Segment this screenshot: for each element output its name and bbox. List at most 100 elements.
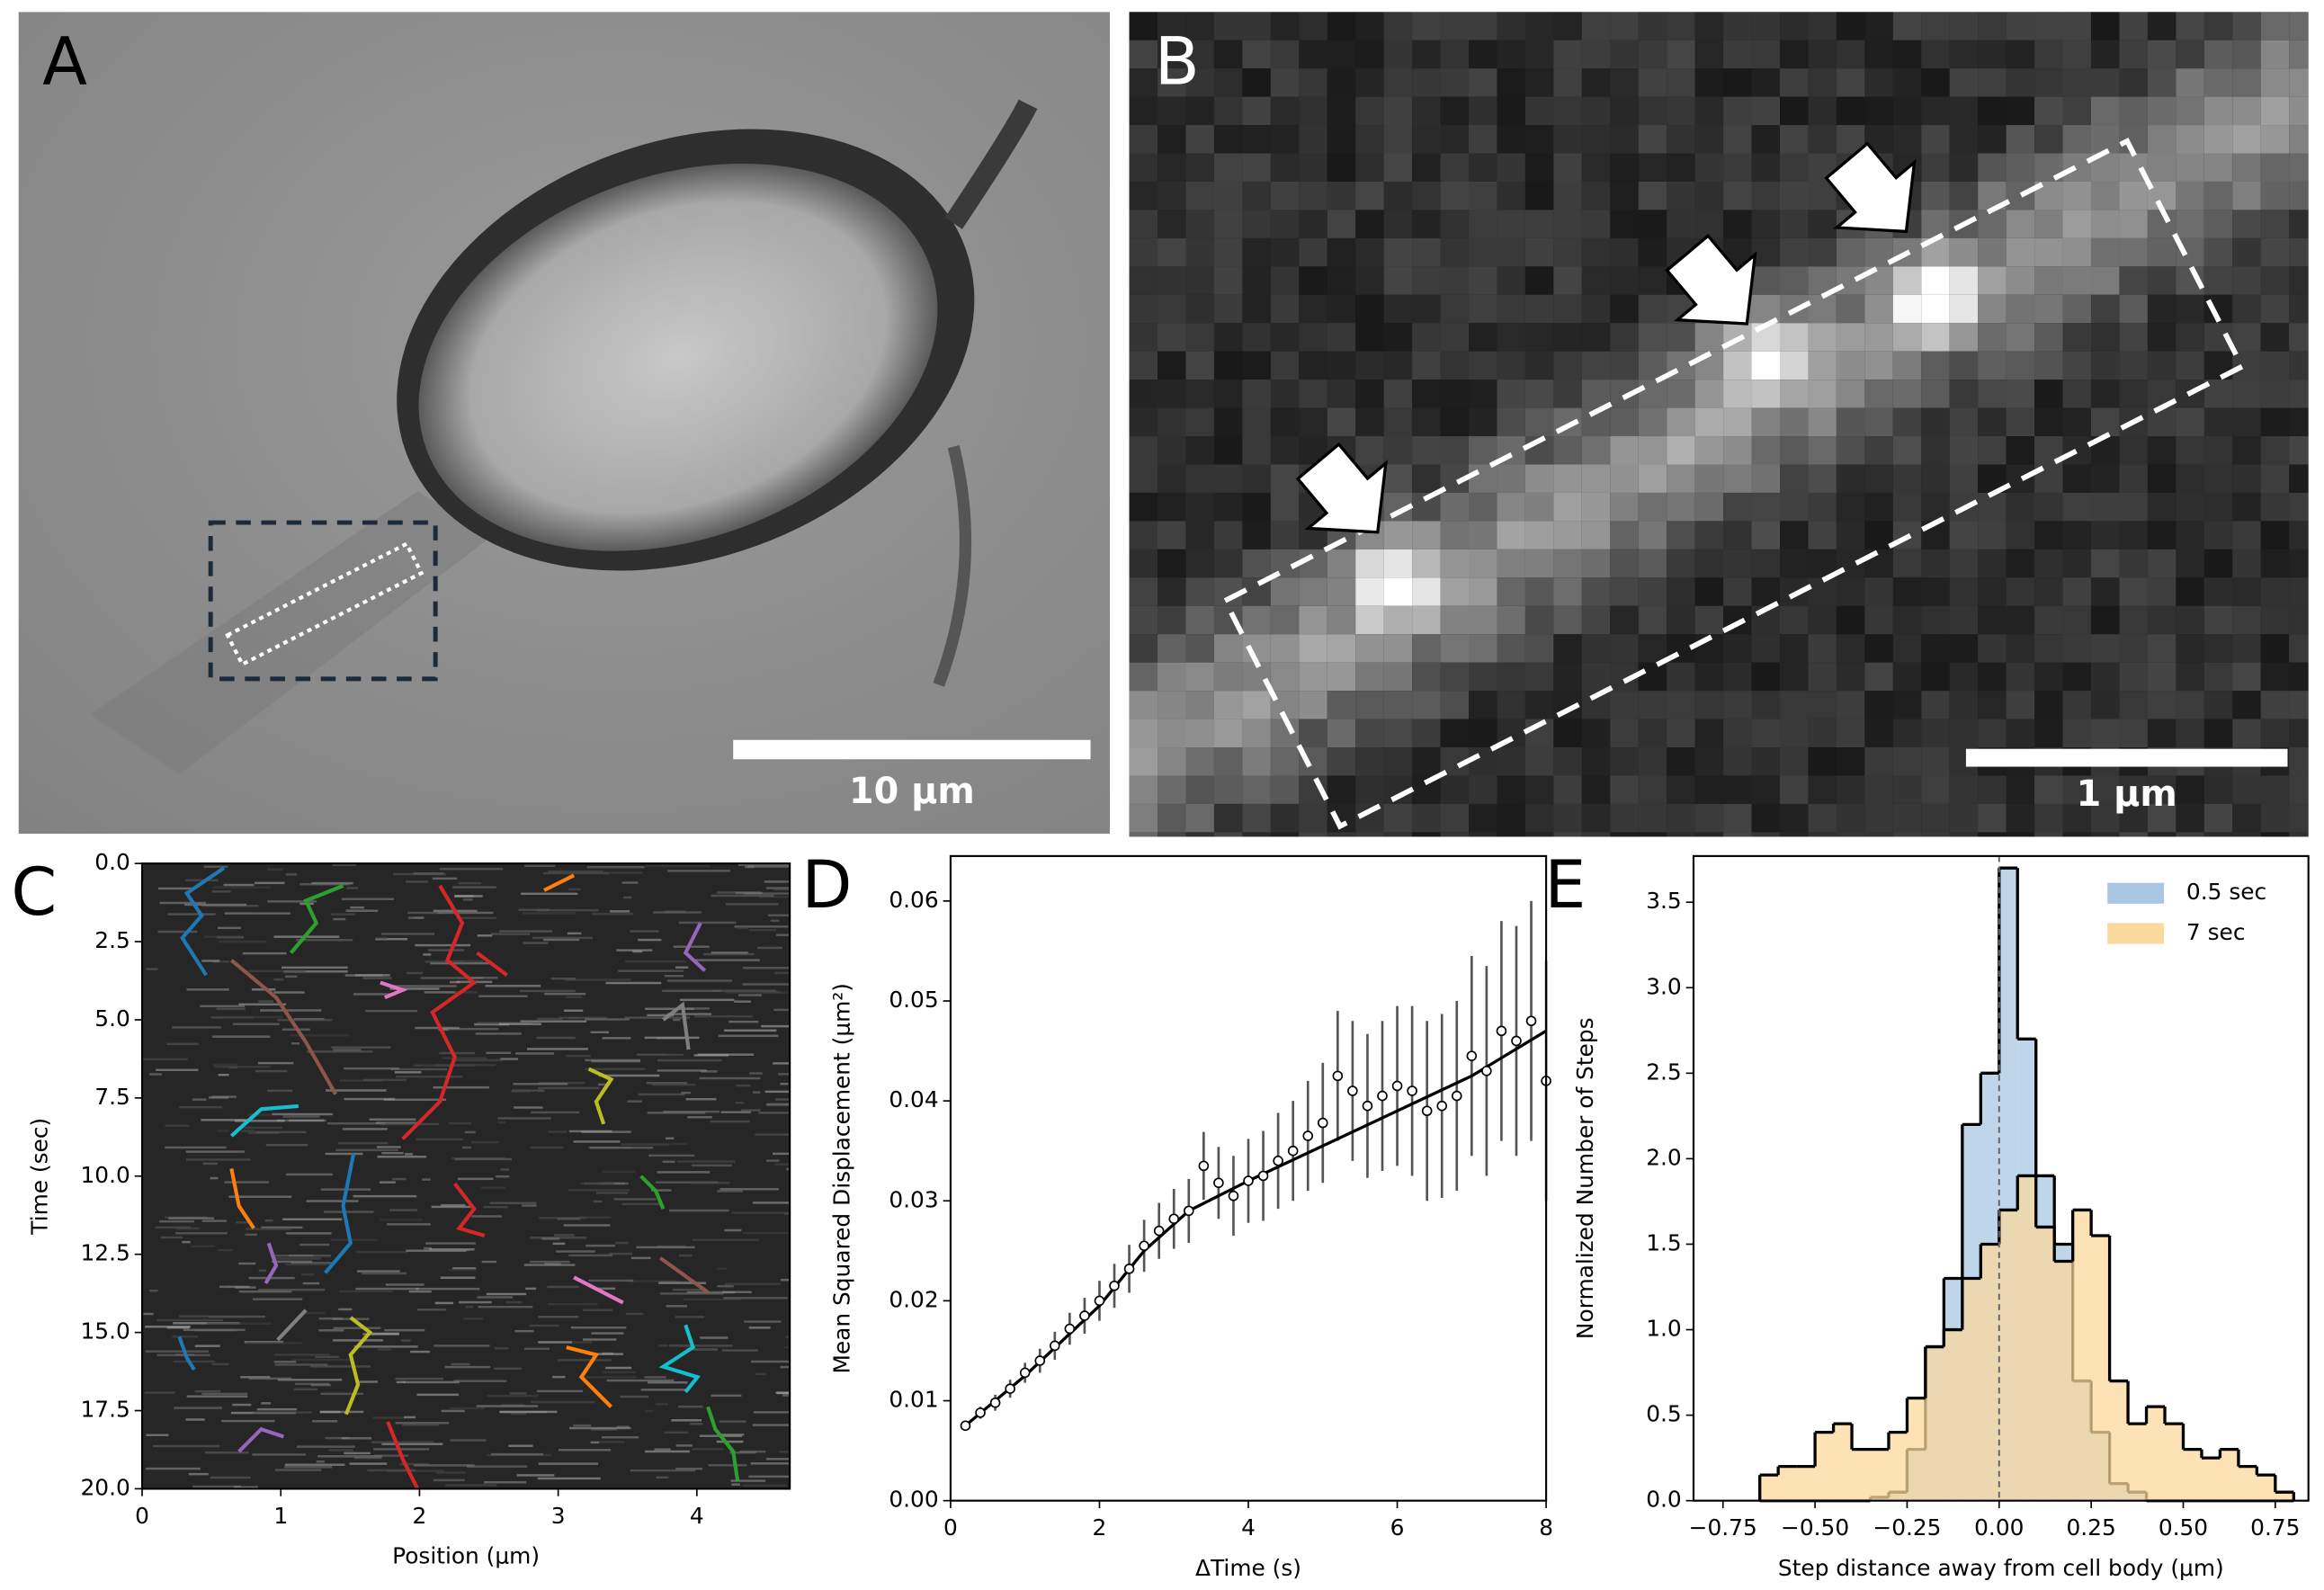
streak	[395, 1377, 443, 1380]
pixel	[1836, 40, 1865, 69]
pixel	[1469, 577, 1497, 606]
pixel	[1299, 68, 1327, 97]
pixel	[2176, 464, 2204, 493]
streak	[438, 1028, 449, 1032]
pixel	[2147, 351, 2177, 380]
streak	[784, 1345, 791, 1349]
data-point	[1511, 1035, 1522, 1047]
pixel	[1158, 719, 1186, 748]
pixel	[1497, 605, 1525, 635]
pixel	[1638, 747, 1667, 776]
data-point	[1273, 1156, 1283, 1166]
pixel	[1270, 662, 1300, 692]
streak	[291, 1042, 299, 1045]
pixel	[1129, 803, 1158, 833]
y-tick-label: 0.5	[1646, 1401, 1682, 1427]
pixel	[1383, 521, 1413, 549]
pixel	[1694, 719, 1724, 748]
pixel	[1158, 153, 1186, 182]
streak	[564, 1009, 584, 1013]
streak	[186, 988, 229, 991]
pixel	[1185, 464, 1214, 493]
streak	[693, 1054, 729, 1057]
streak	[408, 1290, 432, 1293]
pixel	[1892, 634, 1922, 663]
pixel	[1638, 153, 1667, 182]
pixel	[1355, 775, 1384, 804]
streak	[232, 1403, 252, 1407]
streak	[290, 1034, 350, 1037]
streak	[591, 1428, 617, 1431]
streak	[240, 1376, 271, 1379]
pixel	[1355, 662, 1384, 692]
pixel	[1524, 803, 1554, 833]
streak	[434, 1344, 490, 1347]
pixel	[1581, 380, 1611, 408]
streak	[365, 1009, 418, 1013]
streak	[583, 1338, 617, 1341]
x-tick-label: −0.50	[1781, 1514, 1849, 1541]
pixel	[1497, 407, 1525, 437]
pixel	[1949, 832, 1979, 837]
pixel	[1469, 775, 1497, 804]
pixel	[1808, 125, 1837, 154]
pixel	[1667, 577, 1695, 606]
streak	[585, 1018, 630, 1021]
pixel	[1949, 237, 1979, 267]
streak	[206, 1322, 272, 1326]
pixel	[1158, 634, 1186, 663]
streak	[332, 863, 357, 866]
pixel	[2260, 125, 2290, 154]
data-point	[960, 1420, 971, 1432]
streak	[452, 886, 496, 889]
streak	[290, 1262, 332, 1264]
streak	[567, 932, 582, 935]
pixel	[1949, 634, 1979, 663]
pixel	[1213, 691, 1243, 719]
streak	[185, 1418, 205, 1421]
y-tick-label: 17.5	[80, 1397, 130, 1423]
pixel	[1299, 323, 1327, 352]
pixel	[1836, 237, 1865, 267]
streak	[404, 1153, 413, 1156]
pixel	[1921, 266, 1950, 295]
streak	[558, 1449, 612, 1452]
streak	[565, 996, 583, 998]
pixel	[1808, 294, 1837, 324]
streak	[331, 1046, 391, 1049]
pixel	[1864, 40, 1893, 69]
pixel	[1864, 96, 1893, 126]
pixel	[1581, 605, 1611, 635]
pixel	[1242, 492, 1271, 522]
data-point	[1481, 1066, 1492, 1076]
streak	[349, 1462, 388, 1465]
pixel	[1327, 549, 1356, 578]
streak	[258, 1000, 274, 1003]
pixel	[1158, 96, 1186, 126]
pixel	[2203, 775, 2233, 804]
pixel	[1185, 351, 1214, 380]
pixel	[1497, 153, 1525, 182]
streak	[716, 1440, 744, 1443]
streak	[359, 1380, 378, 1383]
pixel	[2090, 351, 2120, 380]
pixel	[1892, 125, 1922, 154]
streak	[658, 1344, 668, 1347]
pixel	[2203, 125, 2233, 154]
streak	[157, 930, 198, 933]
streak	[525, 1287, 537, 1291]
pixel	[1921, 351, 1950, 380]
streak	[462, 898, 473, 901]
pixel	[1610, 691, 1639, 719]
pixel	[1158, 577, 1186, 606]
pixel	[1355, 691, 1384, 719]
streak	[683, 1298, 742, 1301]
pixel	[1497, 68, 1525, 97]
pixel	[1667, 407, 1695, 437]
pixel	[1299, 832, 1327, 837]
pixel	[1723, 96, 1752, 126]
streak	[238, 1003, 287, 1006]
pixel	[2289, 351, 2309, 380]
streak	[223, 883, 255, 887]
pixel	[2260, 181, 2290, 210]
